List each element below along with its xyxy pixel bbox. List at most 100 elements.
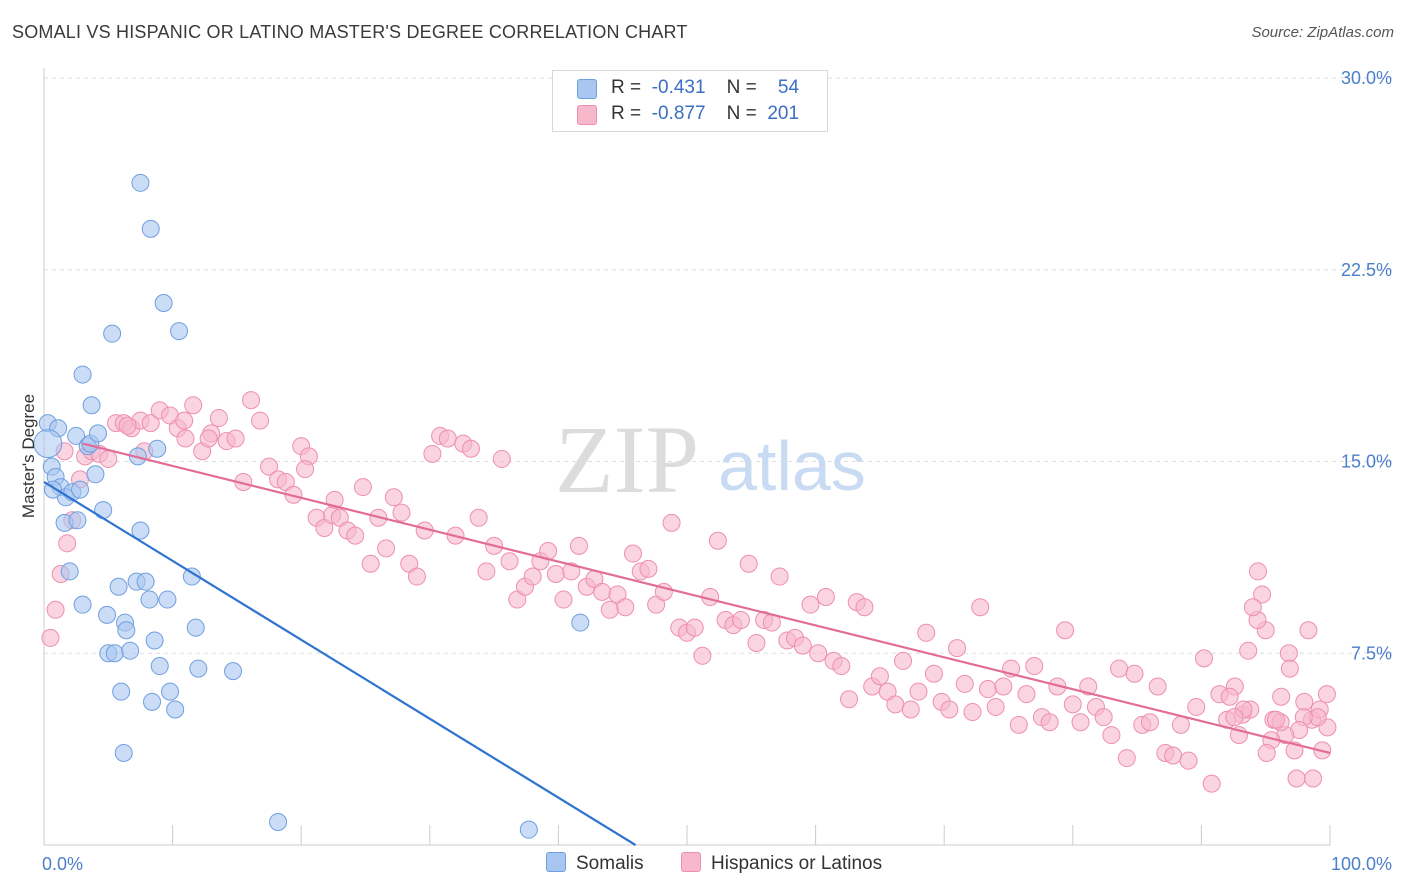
point-hispanic [1194, 649, 1213, 668]
point-hispanic [1266, 710, 1285, 729]
point-somali [82, 396, 101, 415]
legend-n-label: N = [726, 77, 757, 98]
point-hispanic [1299, 621, 1318, 640]
trend-lines [43, 442, 1331, 846]
point-hispanic [1225, 708, 1244, 727]
point-hispanic [600, 600, 619, 619]
point-somali [68, 511, 87, 530]
point-hispanic [361, 554, 380, 573]
point-hispanic [809, 644, 828, 663]
point-hispanic [909, 682, 928, 701]
point-hispanic [616, 598, 635, 617]
bottom-legend-somalis: Somalis [546, 852, 644, 875]
point-hispanic [994, 677, 1013, 696]
point-hispanic [1110, 659, 1129, 678]
point-hispanic [1079, 677, 1098, 696]
point-hispanic [175, 411, 194, 430]
point-hispanic [901, 700, 920, 719]
point-hispanic [141, 414, 160, 433]
point-hispanic [870, 667, 889, 686]
point-hispanic [955, 674, 974, 693]
point-hispanic [1056, 621, 1075, 640]
point-hispanic [801, 595, 820, 614]
legend-swatch-hispanics [577, 105, 597, 125]
point-hispanic [1317, 685, 1336, 704]
point-somali [141, 219, 160, 238]
point-hispanic [569, 536, 588, 555]
point-hispanic [1071, 713, 1090, 732]
point-hispanic [296, 460, 315, 479]
point-hispanic [1280, 659, 1299, 678]
point-somali [114, 743, 133, 762]
point-hispanic [894, 651, 913, 670]
point-hispanic [423, 444, 442, 463]
point-hispanic [1179, 751, 1198, 770]
point-somali [189, 659, 208, 678]
point-somali [73, 365, 92, 384]
point-somali [121, 641, 140, 660]
point-hispanic [242, 391, 261, 410]
point-hispanic [832, 657, 851, 676]
point-hispanic [1094, 708, 1113, 727]
point-somali [158, 590, 177, 609]
point-hispanic [1063, 695, 1082, 714]
point-somali [224, 662, 243, 681]
chart-title: SOMALI VS HISPANIC OR LATINO MASTER'S DE… [12, 22, 688, 42]
point-hispanic [1102, 726, 1121, 745]
y-tick-label: 30.0% [1341, 68, 1392, 88]
point-hispanic [1171, 715, 1190, 734]
point-somali [71, 480, 90, 499]
point-hispanic [346, 526, 365, 545]
point-hispanic [199, 429, 218, 448]
point-hispanic [708, 531, 727, 550]
y-tick-label: 22.5% [1341, 260, 1392, 280]
point-hispanic [99, 449, 118, 468]
y-tick-label: 15.0% [1341, 452, 1392, 472]
point-somali [86, 465, 105, 484]
point-somali [109, 577, 128, 596]
point-hispanic [840, 690, 859, 709]
trend-line-hispanic [82, 442, 1331, 755]
legend-r-label: R = [611, 103, 642, 124]
trend-line-somali [43, 481, 637, 846]
point-hispanic [1187, 697, 1206, 716]
point-hispanic [438, 429, 457, 448]
legend-r-label: R = [611, 77, 642, 98]
point-somali [154, 293, 173, 312]
point-somali [186, 618, 205, 637]
point-somali [140, 590, 159, 609]
point-hispanic [948, 639, 967, 658]
legend-n-value: 54 [777, 77, 800, 98]
point-hispanic [1243, 598, 1262, 617]
point-hispanic [1248, 562, 1267, 581]
legend-swatch-somalis [577, 79, 597, 99]
point-hispanic [46, 600, 65, 619]
point-somali [519, 820, 538, 839]
legend-r-value: -0.877 [651, 103, 706, 124]
point-hispanic [1272, 687, 1291, 706]
watermark-zip: ZIP [555, 406, 699, 513]
point-hispanic [793, 636, 812, 655]
watermark: ZIP atlas [555, 406, 866, 513]
bottom-legend-swatch-hispanics [681, 852, 701, 872]
point-somali [150, 657, 169, 676]
point-hispanic [1304, 769, 1323, 788]
point-hispanic [855, 598, 874, 617]
point-somali [73, 595, 92, 614]
legend-n-value: 201 [767, 103, 800, 124]
point-hispanic [693, 646, 712, 665]
point-hispanic [523, 567, 542, 586]
point-hispanic [1295, 692, 1314, 711]
legend-n-label: N = [726, 103, 757, 124]
point-hispanic [118, 416, 137, 435]
axes [43, 68, 1331, 846]
point-hispanic [986, 697, 1005, 716]
tick-labels: 7.5% 15.0% 22.5% 30.0% 0.0% 100.0% [42, 68, 1392, 874]
point-hispanic [732, 611, 751, 630]
point-hispanic [562, 562, 581, 581]
y-tick-label: 7.5% [1351, 643, 1392, 663]
point-hispanic [392, 503, 411, 522]
point-hispanic [1140, 713, 1159, 732]
point-somali [60, 562, 79, 581]
